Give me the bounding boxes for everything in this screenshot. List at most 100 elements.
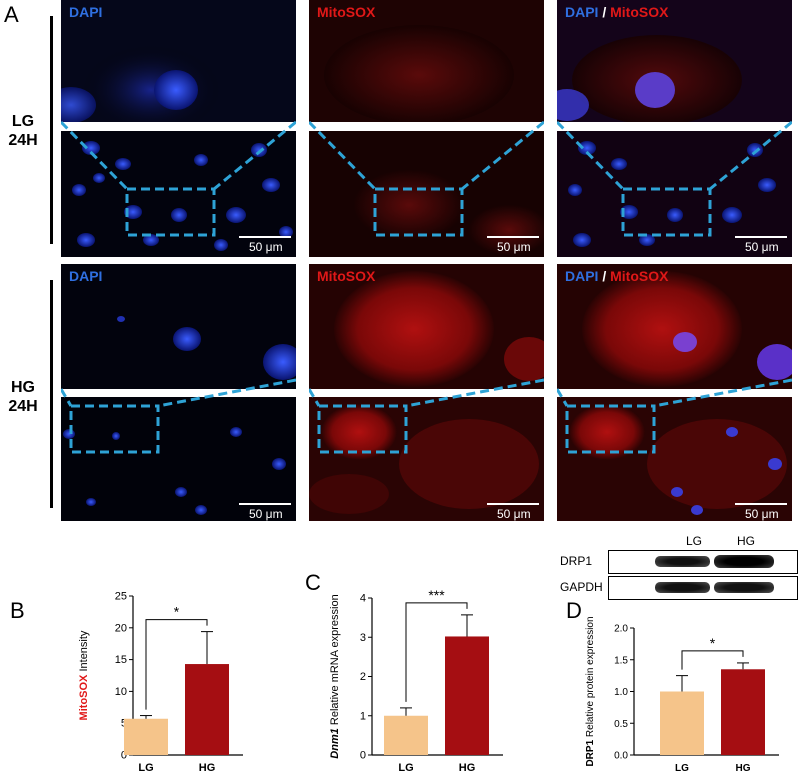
chart-d-y-axis-label: DRP1 Relative protein expression (585, 616, 596, 766)
chart-c-y-tick-label: 4 (360, 593, 366, 605)
chart-b: 0 5 10 15 20 25 LG HG * MitoSOX Intensity (78, 591, 243, 774)
image-hg-merge: DAPI / MitoSOX 50 μm (557, 264, 792, 521)
chart-d-bar-hg (721, 669, 765, 755)
channel-label-lg-merge-mitosox: MitoSOX (610, 4, 669, 20)
channel-label-lg-mitosox: MitoSOX (317, 4, 376, 20)
image-lg-mitosox-content (309, 0, 544, 257)
chart-b-y-axis-label-suffix: Intensity (78, 630, 90, 675)
image-hg-merge-content (557, 264, 792, 521)
channel-label-hg-merge-mitosox: MitoSOX (610, 268, 669, 284)
scale-bar-lg-merge (735, 236, 787, 238)
scale-bar-label-lg-dapi: 50 μm (249, 240, 283, 254)
blot-lane-label-lg: LG (686, 534, 703, 548)
chart-b-y-axis-label-prefix: MitoSOX (78, 674, 90, 720)
channel-label-lg-merge-separator: / (602, 4, 607, 20)
scale-bar-label-hg-dapi: 50 μm (249, 507, 283, 521)
group-label-lg-line2: 24H (8, 132, 38, 149)
panel-letter-d: D (566, 598, 582, 623)
channel-label-lg-dapi: DAPI (69, 4, 103, 20)
blot-band-label-drp1: DRP1 (560, 554, 593, 568)
chart-c-significance-bracket (405, 602, 468, 702)
group-bracket-lg (50, 16, 53, 244)
chart-c-x-tick-label: HG (459, 762, 476, 774)
blot-strip-drp1 (608, 550, 798, 574)
image-lg-merge: DAPI / MitoSOX 50 μm (557, 0, 792, 257)
chart-c-y-axis-label-prefix: Dnm1 (329, 728, 341, 759)
group-label-hg-line1: HG (11, 379, 35, 396)
image-lg-dapi-content (61, 0, 296, 257)
chart-c-y-tick-label: 0 (360, 750, 366, 762)
blot-band-gapdh-lg (655, 582, 710, 593)
blot-band-label-gapdh: GAPDH (560, 580, 603, 594)
chart-b-significance-label: * (174, 604, 180, 620)
chart-c-y-tick-label: 2 (360, 671, 366, 683)
channel-label-hg-merge-dapi: DAPI (565, 268, 599, 284)
scale-bar-label-lg-merge: 50 μm (745, 240, 779, 254)
chart-c-y-axis-label: Dnm1 Relative mRNA expression (329, 594, 341, 758)
chart-c-x-tick-label: LG (398, 762, 413, 774)
scale-bar-hg-dapi (239, 503, 291, 505)
chart-c-y-tick-label: 3 (360, 632, 366, 644)
chart-d-y-axis-label-prefix: DRP1 (585, 739, 596, 766)
chart-b-y-axis-label: MitoSOX Intensity (78, 630, 90, 720)
scale-bar-label-hg-merge: 50 μm (745, 507, 779, 521)
group-label-hg: HG 24H (0, 378, 46, 416)
image-hg-dapi-content (61, 264, 296, 521)
chart-b-y-tick-label: 0 (121, 750, 127, 762)
channel-label-hg-merge-separator: / (602, 268, 607, 284)
panel-letter-c: C (305, 570, 321, 595)
blot-lane-label-hg: HG (737, 534, 755, 548)
chart-c-significance-label: *** (428, 587, 445, 603)
chart-d-bar-lg (660, 691, 704, 755)
scale-bar-lg-mitosox (487, 236, 539, 238)
group-label-lg: LG 24H (0, 112, 46, 150)
chart-b-significance-bracket (145, 619, 208, 710)
chart-d-y-tick-label: 0.5 (614, 719, 628, 730)
group-label-lg-line1: LG (11, 113, 35, 130)
chart-b-x-tick-label: HG (199, 762, 216, 774)
blot-band-drp1-lg (655, 556, 710, 567)
chart-b-y-tick-label: 10 (115, 686, 127, 698)
chart-d-y-tick-label: 0.0 (614, 751, 628, 762)
blot-band-drp1-hg (714, 555, 774, 568)
chart-c-bar-hg (445, 636, 489, 755)
chart-d-y-tick-label: 1.5 (614, 655, 628, 666)
channel-label-hg-mitosox: MitoSOX (317, 268, 376, 284)
chart-b-bar-lg (124, 718, 168, 755)
image-hg-dapi: DAPI 50 μm (61, 264, 296, 521)
channel-label-lg-merge-dapi: DAPI (565, 4, 599, 20)
image-lg-mitosox: MitoSOX 50 μm (309, 0, 544, 257)
chart-b-y-tick-label: 25 (115, 591, 127, 603)
chart-b-y-tick-label: 5 (121, 718, 127, 730)
chart-d-y-tick-label: 1.0 (614, 687, 628, 698)
scale-bar-label-hg-mitosox: 50 μm (497, 507, 531, 521)
chart-d-significance-label: * (710, 635, 716, 651)
chart-d-x-tick-label: HG (736, 763, 751, 774)
chart-d-y-axis-label-suffix: Relative protein expression (585, 616, 596, 739)
blot-strip-gapdh (608, 576, 798, 600)
channel-label-hg-dapi: DAPI (69, 268, 103, 284)
image-hg-mitosox-content (309, 264, 544, 521)
chart-d-y-tick-label: 2.0 (614, 624, 628, 635)
scale-bar-lg-dapi (239, 236, 291, 238)
chart-c-bar-lg (384, 715, 428, 755)
chart-b-bar-hg (185, 664, 229, 755)
image-lg-dapi: DAPI 50 μm (61, 0, 296, 257)
image-lg-merge-content (557, 0, 792, 257)
chart-c-y-axis-label-suffix: Relative mRNA expression (329, 594, 341, 728)
panel-letter-a: A (4, 2, 19, 27)
blot-band-gapdh-hg (714, 582, 774, 593)
scale-bar-hg-merge (735, 503, 787, 505)
chart-b-x-tick-label: LG (138, 762, 153, 774)
group-label-hg-line2: 24H (8, 398, 38, 415)
chart-c-y-tick-label: 1 (360, 710, 366, 722)
chart-b-y-tick-label: 20 (115, 622, 127, 634)
chart-d-significance-bracket (681, 650, 744, 670)
chart-b-y-tick-label: 15 (115, 654, 127, 666)
chart-d-x-tick-label: LG (675, 763, 689, 774)
chart-d: 0.0 0.5 1.0 1.5 2.0 LG HG * DRP1 Relative protei… (585, 616, 779, 774)
chart-c: 0 1 2 3 4 LG HG *** Dnm1 Relative mRNA expressio… (329, 587, 503, 774)
scale-bar-label-lg-mitosox: 50 μm (497, 240, 531, 254)
channel-label-lg-merge: DAPI / MitoSOX (565, 4, 668, 20)
image-hg-mitosox: MitoSOX 50 μm (309, 264, 544, 521)
